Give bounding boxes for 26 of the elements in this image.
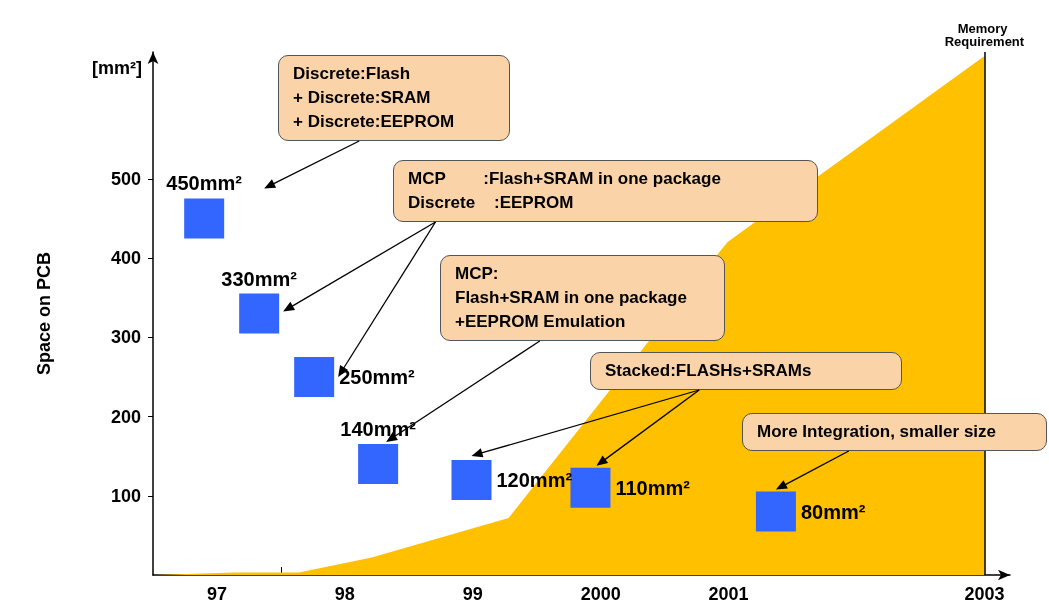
y-tick-label: 400 (110, 248, 141, 269)
data-label: 250mm² (339, 365, 416, 388)
x-tick-label: 99 (462, 584, 483, 604)
x-tick-label: 98 (334, 584, 355, 604)
point (451, 459, 492, 500)
y-axis-title: Space on PCB (34, 251, 54, 376)
point (755, 491, 796, 532)
y-tick-label: 500 (110, 168, 141, 189)
x-tick-label: 2001 (708, 584, 749, 604)
point (570, 467, 611, 508)
data-label: 110mm² (615, 476, 691, 499)
y-tick-label: 100 (110, 485, 141, 506)
y-tick-label: 300 (110, 327, 141, 348)
point (239, 293, 280, 334)
point (184, 198, 225, 239)
y-tick-label: 200 (110, 406, 141, 427)
data-label: 80mm² (800, 500, 866, 523)
x-tick-label: 2000 (580, 584, 621, 604)
data-label: 330mm² (221, 267, 298, 290)
ref-line-label: Memory Requirement (944, 21, 1025, 49)
x-tick-label: 97 (206, 584, 227, 604)
point (294, 356, 335, 397)
text: [mm²] (92, 58, 142, 79)
point (358, 444, 399, 485)
x-tick-label: 2003 (964, 584, 1005, 604)
data-label: 450mm² (166, 172, 243, 195)
